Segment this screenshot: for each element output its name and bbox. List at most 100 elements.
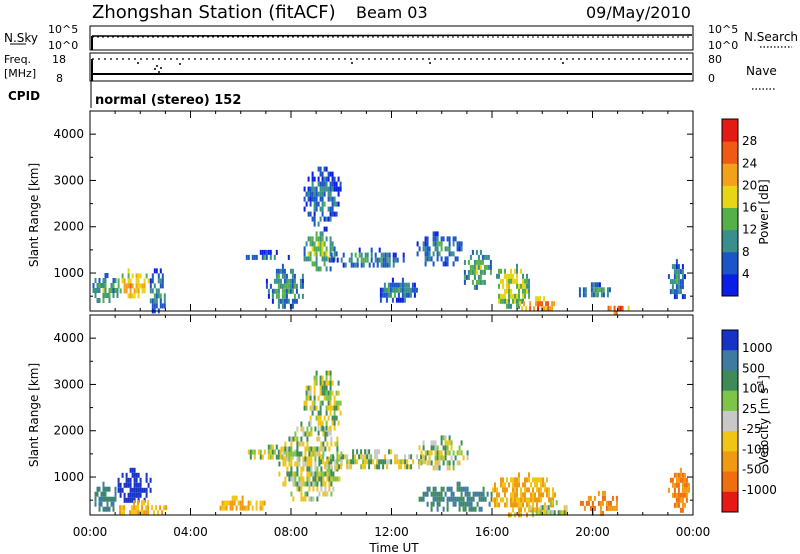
data-cell <box>335 251 338 257</box>
data-cell <box>269 449 272 455</box>
data-cell <box>316 451 319 457</box>
data-cell <box>565 510 568 516</box>
y-tick-label: 3000 <box>53 377 84 391</box>
data-cell <box>267 449 270 455</box>
data-cell <box>516 477 518 483</box>
data-cell <box>529 505 532 511</box>
data-cell <box>432 251 435 257</box>
data-cell <box>306 446 309 452</box>
data-cell <box>543 306 546 312</box>
data-cell <box>332 257 335 263</box>
data-cell <box>545 306 548 312</box>
data-cell <box>336 436 339 442</box>
data-cell <box>468 501 471 507</box>
data-cell <box>362 262 365 268</box>
data-cell <box>323 191 326 197</box>
data-cell <box>510 492 512 498</box>
data-cell <box>325 395 328 401</box>
data-cell <box>337 380 340 386</box>
data-cell <box>565 505 568 511</box>
data-cell <box>438 460 441 466</box>
data-cell <box>432 261 435 267</box>
data-cell <box>594 282 597 288</box>
data-cell <box>313 390 316 396</box>
data-cell <box>333 410 336 416</box>
data-cell <box>613 310 616 316</box>
data-cell <box>304 496 307 502</box>
data-cell <box>331 196 334 202</box>
data-cell <box>336 446 339 452</box>
data-cell <box>542 492 544 498</box>
data-cell <box>444 256 447 262</box>
data-cell <box>321 390 324 396</box>
data-cell <box>149 487 152 493</box>
data-cell <box>329 400 332 406</box>
data-cell <box>285 278 288 284</box>
data-cell <box>247 505 250 511</box>
nave-tick-top: 80 <box>708 53 722 66</box>
data-cell <box>249 449 252 455</box>
data-cell <box>159 278 162 284</box>
data-cell <box>418 464 421 470</box>
data-cell <box>388 459 391 465</box>
data-cell <box>339 186 342 192</box>
data-cell <box>395 282 398 288</box>
data-cell <box>489 269 492 275</box>
data-cell <box>334 441 337 447</box>
data-cell <box>315 186 318 192</box>
data-cell <box>393 292 396 298</box>
data-cell <box>384 459 387 465</box>
data-cell <box>422 246 425 252</box>
data-cell <box>436 491 439 497</box>
data-cell <box>271 449 274 455</box>
data-cell <box>550 497 552 503</box>
data-cell <box>308 481 311 487</box>
data-cell <box>309 241 312 247</box>
data-cell <box>333 246 336 252</box>
data-cell <box>131 510 134 516</box>
data-cell <box>500 293 502 299</box>
data-cell <box>302 461 305 467</box>
data-cell <box>288 446 291 452</box>
data-cell <box>669 477 672 483</box>
data-cell <box>137 278 140 284</box>
data-cell <box>458 496 461 502</box>
data-cell <box>322 431 325 437</box>
data-cell <box>155 505 158 511</box>
data-cell <box>155 303 158 309</box>
data-cell <box>321 191 324 197</box>
data-cell <box>432 465 435 471</box>
data-cell <box>321 206 324 212</box>
data-cell <box>450 496 453 502</box>
data-cell <box>315 370 318 376</box>
data-cell <box>321 171 324 177</box>
x-tick-label: 16:00 <box>475 525 510 539</box>
data-cell <box>304 451 307 457</box>
data-cell <box>312 481 315 487</box>
data-cell <box>320 471 323 477</box>
data-cell <box>378 459 381 465</box>
data-cell <box>545 510 548 516</box>
data-cell <box>127 278 130 284</box>
data-cell <box>466 486 469 492</box>
data-cell <box>281 283 284 289</box>
data-cell <box>309 390 312 396</box>
data-cell <box>440 236 443 242</box>
data-cell <box>305 256 308 262</box>
data-cell <box>153 293 156 299</box>
data-cell <box>683 482 686 488</box>
freq-panel: Freq. [MHz] 18 8 80 0 Nave <box>4 52 777 90</box>
data-cell <box>281 288 284 294</box>
data-cell <box>235 495 238 501</box>
data-cell <box>590 287 593 293</box>
data-cell <box>675 279 678 285</box>
data-cell <box>326 491 329 497</box>
data-cell <box>328 426 331 432</box>
nsearch-tick-bottom: 10^0 <box>708 39 738 52</box>
data-cell <box>329 236 332 242</box>
data-cell <box>299 278 302 284</box>
data-cell <box>518 288 520 294</box>
data-cell <box>263 500 266 506</box>
data-cell <box>366 459 369 465</box>
data-cell <box>273 288 276 294</box>
